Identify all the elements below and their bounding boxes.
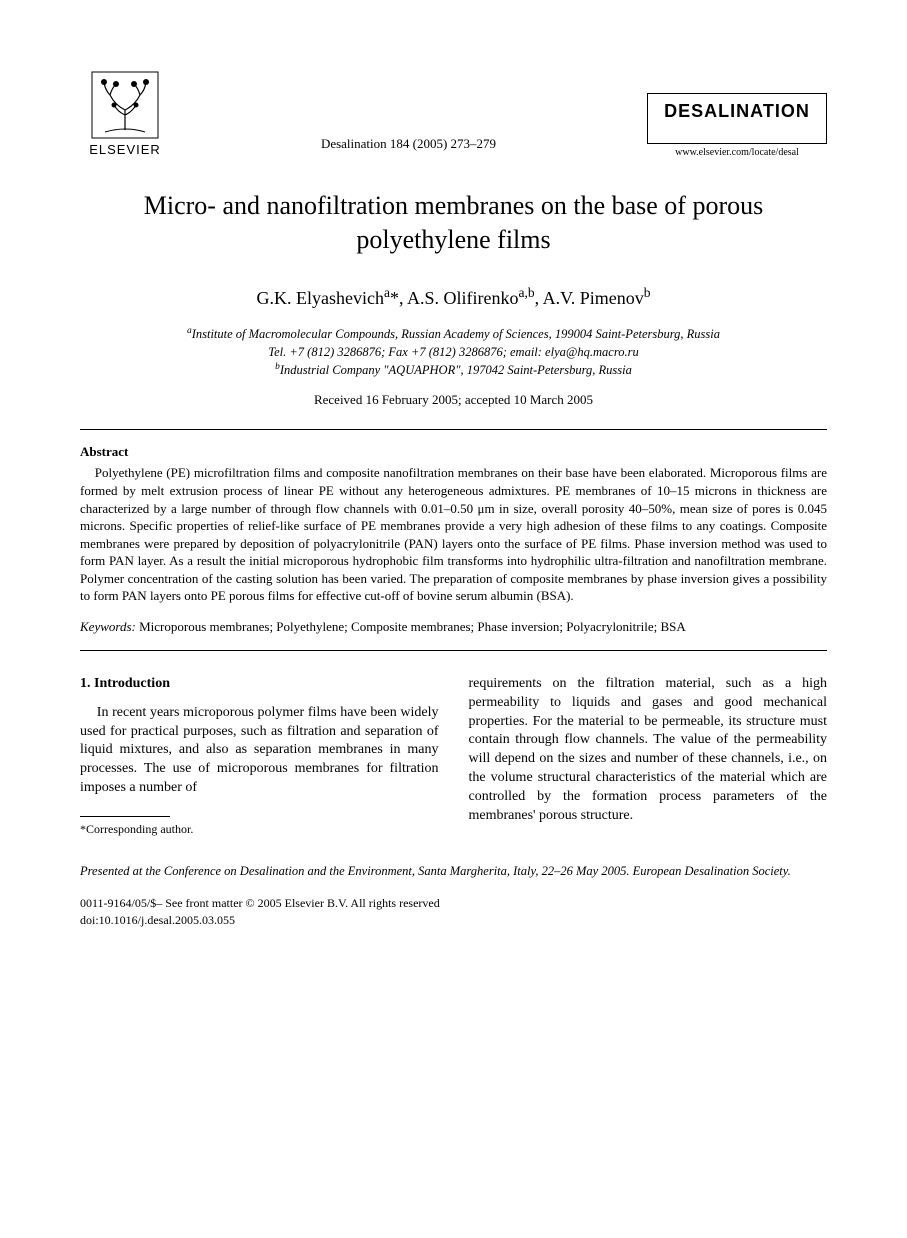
copyright-block: 0011-9164/05/$– See front matter © 2005 … — [80, 895, 827, 929]
journal-reference: Desalination 184 (2005) 273–279 — [170, 136, 647, 159]
publisher-name: ELSEVIER — [80, 142, 170, 159]
section-heading: 1. Introduction — [80, 675, 439, 694]
keywords-line: Keywords: Microporous membranes; Polyeth… — [80, 619, 827, 636]
journal-name: DESALINATION — [647, 93, 827, 143]
doi-line: doi:10.1016/j.desal.2005.03.055 — [80, 912, 827, 929]
rule-bottom — [80, 650, 827, 651]
affiliation-b: bIndustrial Company "AQUAPHOR", 197042 S… — [80, 361, 827, 380]
affiliation-a: aInstitute of Macromolecular Compounds, … — [80, 325, 827, 344]
body-paragraph-right: requirements on the filtration material,… — [469, 675, 828, 826]
corresponding-author-footnote: *Corresponding author. — [80, 821, 439, 837]
elsevier-tree-icon — [90, 70, 160, 140]
article-title: Micro- and nanofiltration membranes on t… — [100, 189, 807, 257]
authors-line: G.K. Elyashevicha*, A.S. Olifirenkoa,b, … — [80, 284, 827, 310]
keywords-text: Microporous membranes; Polyethylene; Com… — [139, 619, 686, 634]
body-paragraph-left: In recent years microporous polymer film… — [80, 704, 439, 798]
footnote-rule — [80, 816, 170, 817]
publisher-block: ELSEVIER — [80, 70, 170, 159]
rule-top — [80, 429, 827, 430]
journal-url: www.elsevier.com/locate/desal — [647, 143, 827, 159]
conference-note: Presented at the Conference on Desalinat… — [80, 863, 827, 881]
column-right: requirements on the filtration material,… — [469, 675, 828, 838]
body-columns: 1. Introduction In recent years micropor… — [80, 675, 827, 838]
keywords-label: Keywords: — [80, 619, 136, 634]
journal-box: DESALINATION www.elsevier.com/locate/des… — [647, 93, 827, 159]
abstract-label: Abstract — [80, 444, 827, 461]
article-dates: Received 16 February 2005; accepted 10 M… — [80, 392, 827, 409]
column-left: 1. Introduction In recent years micropor… — [80, 675, 439, 838]
copyright-line-1: 0011-9164/05/$– See front matter © 2005 … — [80, 895, 827, 912]
abstract-text: Polyethylene (PE) microfiltration films … — [80, 464, 827, 604]
affiliations: aInstitute of Macromolecular Compounds, … — [80, 325, 827, 380]
header-row: ELSEVIER Desalination 184 (2005) 273–279… — [80, 70, 827, 159]
affiliation-contact: Tel. +7 (812) 3286876; Fax +7 (812) 3286… — [80, 344, 827, 362]
